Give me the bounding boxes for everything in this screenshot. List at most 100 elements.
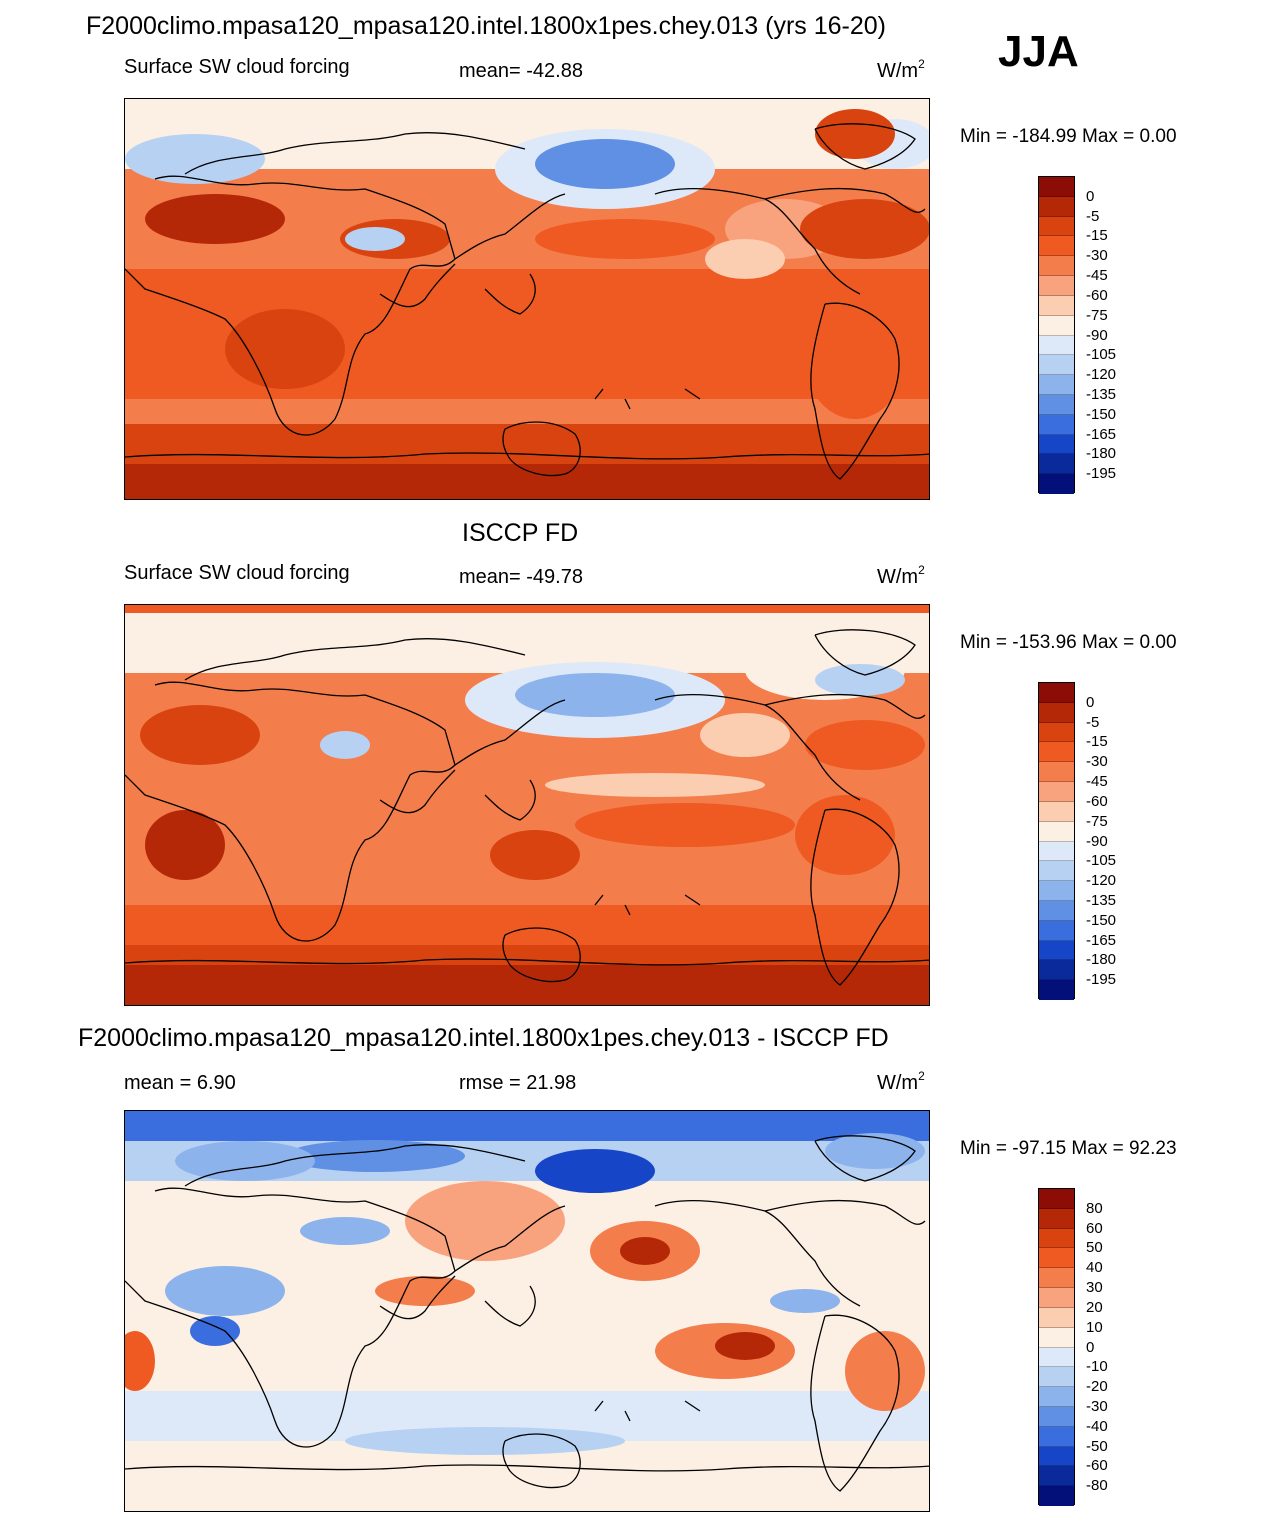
panel3-rmse: rmse = 21.98 — [459, 1072, 577, 1094]
field-region — [845, 1331, 925, 1411]
field-region — [345, 1427, 625, 1455]
colorbar-tick-label: -165 — [1086, 425, 1117, 443]
field-region — [800, 199, 929, 259]
field-region — [705, 239, 785, 279]
field-region — [770, 1289, 840, 1313]
colorbar-box — [1039, 1367, 1074, 1388]
coastline — [125, 681, 456, 942]
colorbar-box — [1039, 1228, 1074, 1249]
panel3-colorbar — [1038, 1188, 1075, 1506]
coastline — [484, 1285, 536, 1327]
coastline — [810, 302, 900, 480]
coastline — [764, 187, 926, 213]
coastline — [184, 1144, 526, 1187]
colorbar-tick-label: -105 — [1086, 346, 1117, 364]
colorbar-tick-label: -80 — [1086, 1477, 1108, 1495]
colorbar-tick-label: -105 — [1086, 852, 1117, 870]
colorbar-box — [1039, 216, 1074, 237]
colorbar-box — [1039, 722, 1074, 743]
panel2-mean: mean= -49.78 — [459, 566, 583, 588]
colorbar-box — [1039, 335, 1074, 356]
coastline — [764, 1199, 926, 1225]
colorbar-box — [1039, 315, 1074, 336]
colorbar-tick-label: -30 — [1086, 247, 1108, 265]
coastline — [184, 638, 526, 681]
coastline — [764, 693, 926, 719]
field-region — [515, 673, 675, 717]
colorbar-box — [1039, 1426, 1074, 1447]
field-region — [535, 1149, 655, 1193]
field-region — [375, 1276, 475, 1306]
colorbar-tick-label: -120 — [1086, 872, 1117, 890]
colorbar-tick-label: -15 — [1086, 227, 1108, 245]
colorbar-box — [1039, 900, 1074, 921]
field-region — [225, 309, 345, 389]
coastline — [125, 1464, 929, 1472]
coastline — [594, 1400, 701, 1422]
coastline — [379, 1275, 456, 1320]
colorbar-tick-label: -90 — [1086, 832, 1108, 850]
coastline — [502, 1433, 581, 1489]
field-band — [125, 605, 929, 613]
field-region — [595, 289, 835, 339]
colorbar-tick-label: 10 — [1086, 1318, 1103, 1336]
field-region — [545, 773, 765, 797]
field-band — [125, 1111, 929, 1143]
colorbar-box — [1039, 1268, 1074, 1289]
panel1-minmax: Min = -184.99 Max = 0.00 — [960, 126, 1177, 147]
colorbar-box — [1039, 742, 1074, 763]
colorbar-tick-label: -30 — [1086, 753, 1108, 771]
coastline — [814, 1135, 916, 1182]
field-region — [805, 720, 925, 770]
coastline — [810, 808, 900, 986]
colorbar-tick-label: -165 — [1086, 931, 1117, 949]
colorbar-box — [1039, 256, 1074, 277]
colorbar-tick-label: 0 — [1086, 1338, 1095, 1356]
colorbar-box — [1039, 762, 1074, 783]
field-region — [805, 299, 905, 419]
field-region — [140, 705, 260, 765]
coastline — [594, 894, 701, 916]
colorbar-tick-label: -60 — [1086, 792, 1108, 810]
colorbar-box — [1039, 434, 1074, 455]
coastline — [502, 421, 581, 477]
field-region — [535, 139, 675, 189]
colorbar-box — [1039, 881, 1074, 901]
panel1-variable: Surface SW cloud forcing — [124, 56, 350, 78]
colorbar-tick-label: -5 — [1086, 713, 1100, 731]
panel3-title: F2000climo.mpasa120_mpasa120.intel.1800x… — [78, 1024, 889, 1052]
coastline — [125, 175, 456, 436]
colorbar-tick-label: -135 — [1086, 385, 1117, 403]
colorbar-box — [1039, 196, 1074, 217]
colorbar-tick-label: 0 — [1086, 693, 1095, 711]
panel3-minmax: Min = -97.15 Max = 92.23 — [960, 1138, 1177, 1159]
coastline — [125, 1187, 456, 1448]
colorbar-tick-label: 0 — [1086, 187, 1095, 205]
coastline — [125, 958, 929, 966]
colorbar-tick-label: -180 — [1086, 445, 1117, 463]
field-region — [145, 194, 285, 244]
colorbar-tick-label: -75 — [1086, 812, 1108, 830]
coastline — [810, 1314, 900, 1492]
colorbar-box — [1039, 1347, 1074, 1368]
colorbar-tick-label: -150 — [1086, 911, 1117, 929]
field-region — [715, 1332, 775, 1360]
colorbar-box — [1039, 1208, 1074, 1229]
field-band — [125, 965, 929, 1005]
colorbar-tick-label: -150 — [1086, 405, 1117, 423]
field-region — [700, 713, 790, 757]
colorbar-tick-label: 30 — [1086, 1279, 1103, 1297]
panel2-title: ISCCP FD — [462, 519, 579, 547]
colorbar-tick-label: -10 — [1086, 1358, 1108, 1376]
colorbar-tick-label: -5 — [1086, 207, 1100, 225]
field-region — [165, 1266, 285, 1316]
colorbar-tick-label: -45 — [1086, 773, 1108, 791]
colorbar-tick-label: -60 — [1086, 286, 1108, 304]
colorbar-box — [1039, 782, 1074, 802]
colorbar-box — [1039, 375, 1074, 395]
colorbar-box — [1039, 980, 1074, 1000]
colorbar-box — [1039, 177, 1074, 197]
panel1-map — [124, 98, 930, 500]
colorbar-tick-label: -120 — [1086, 366, 1117, 384]
colorbar-box — [1039, 1387, 1074, 1407]
